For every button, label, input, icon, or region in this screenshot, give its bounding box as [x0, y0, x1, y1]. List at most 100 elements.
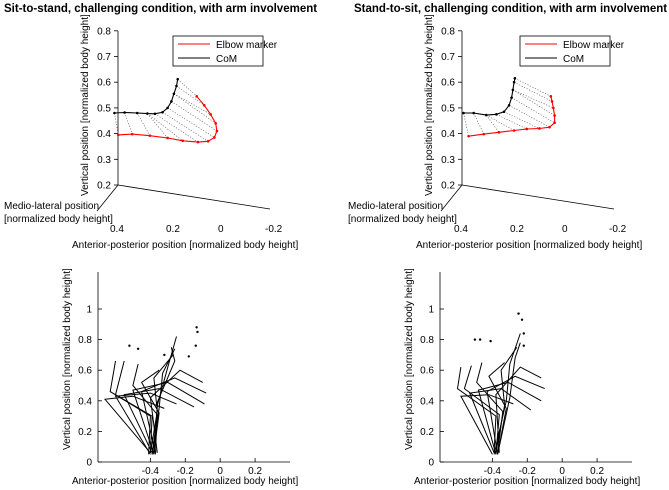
marker-dot: [195, 326, 198, 329]
stick-segment: [104, 395, 165, 454]
chart-title: Stand-to-sit, challenging condition, wit…: [354, 3, 667, 15]
stick-segment: [155, 347, 176, 453]
elbow-marker-point: [214, 122, 217, 125]
elbow-marker-point: [550, 100, 554, 103]
marker-dot: [478, 338, 482, 341]
elbow-marker-point: [548, 125, 551, 129]
z-tick-label: 0.2: [441, 181, 455, 192]
elbow-marker-point: [512, 129, 516, 132]
y-tick-label: 1: [428, 305, 434, 316]
elbow-marker-point: [209, 113, 212, 116]
elbow-marker-point: [552, 106, 555, 110]
elbow-marker-point: [196, 140, 200, 144]
elbow-marker-point: [549, 95, 553, 98]
z-tick-label: 0.6: [441, 78, 455, 89]
y-tick-label: 1: [86, 305, 92, 316]
y-tick-label: 0.4: [420, 396, 434, 407]
stick-segment: [114, 392, 177, 455]
elbow-marker-line: [118, 95, 218, 143]
stick-segment: [132, 381, 205, 455]
z-tick-label: 0.4: [441, 129, 455, 140]
com-point: [166, 106, 169, 110]
com-point: [175, 84, 178, 88]
panel-top-left: Sit-to-stand, challenging condition, wit…: [4, 3, 317, 251]
elbow-marker-point: [553, 114, 556, 117]
connect-line: [162, 112, 209, 142]
marker-dot: [194, 344, 197, 347]
connect-line: [514, 78, 551, 97]
marker-dot: [196, 330, 199, 334]
marker-dot: [522, 344, 525, 347]
back-floor-line: [117, 184, 271, 210]
z-tick-label: 0.3: [97, 155, 111, 166]
panel-bottom-left: 0 0.2 0.4 0.6 0.8 1 -0.4 -0.2 0 0.2 Anterior-pos…: [62, 268, 298, 487]
x-axis-ticks: -0.4 -0.2 0 0.2: [484, 458, 604, 477]
stick-figure-segments: [456, 333, 545, 455]
z-tick-label: 0.6: [97, 78, 111, 89]
elbow-marker-point: [525, 127, 529, 131]
x-tick-label: -0.4: [142, 466, 160, 477]
elbow-marker-point: [166, 136, 169, 140]
elbow-marker-point: [195, 95, 198, 98]
stick-segment: [114, 360, 153, 453]
stick-segment: [495, 366, 542, 453]
com-point: [153, 112, 157, 116]
z-axis-ticks: 0.2 0.3 0.4 0.5 0.6 0.7 0.8: [97, 26, 118, 192]
x-axis-label: Anterior-posterior position [normalized …: [72, 476, 298, 487]
stick-segment: [149, 369, 203, 453]
z-tick-label: 0.8: [97, 26, 111, 37]
connect-line: [177, 78, 197, 97]
elbow-marker-point: [116, 133, 120, 137]
y-axis-label-line1: Medio-lateral position: [4, 201, 99, 212]
marker-dots: [128, 326, 199, 358]
marker-dot: [517, 312, 520, 315]
y-axis-label: Vertical position [normalized body heigh…: [62, 268, 73, 450]
legend-label-com: CoM: [563, 54, 584, 65]
connect-line: [124, 112, 133, 135]
connect-line: [511, 97, 555, 124]
y-tick-label: 0.8: [78, 335, 92, 346]
legend-label-elbow: Elbow marker: [563, 40, 625, 51]
stick-segment: [468, 388, 532, 453]
x-tick-label: 0: [562, 224, 568, 235]
back-floor-line: [461, 184, 615, 210]
y-axis-ticks: 0 0.2 0.4 0.6 0.8 1: [78, 305, 102, 469]
x-axis-label: Anterior-posterior position [normalized …: [416, 240, 642, 251]
x-tick-label: 0: [217, 466, 223, 477]
z-axis-ticks: 0.2 0.3 0.4 0.5 0.6 0.7 0.8: [441, 26, 462, 192]
connect-line: [136, 112, 151, 136]
connect-line: [154, 113, 199, 143]
x-tick-label: -0.2: [609, 224, 627, 235]
z-tick-label: 0.7: [97, 52, 111, 63]
elbow-marker-point: [202, 104, 206, 107]
legend: Elbow marker CoM: [519, 35, 625, 67]
connect-line: [463, 112, 469, 137]
z-axis-label: Vertical position [normalized body heigh…: [424, 14, 435, 196]
connect-line: [147, 113, 183, 142]
connect-line: [512, 89, 555, 116]
marker-dot: [128, 344, 131, 347]
y-tick-label: 0.6: [78, 366, 92, 377]
y-tick-label: 0.2: [420, 427, 434, 438]
com-point: [176, 77, 180, 81]
x-axis-label: Anterior-posterior position [normalized …: [414, 476, 640, 487]
x-tick-label: -0.2: [265, 224, 283, 235]
x-tick-label: 0.2: [166, 224, 180, 235]
y-axis-label-line2: [normalized body height]: [4, 214, 113, 225]
marker-dot: [163, 353, 166, 357]
y-axis-label-line1: Medio-lateral position: [348, 201, 443, 212]
series-group: [113, 77, 219, 144]
y-tick-label: 0.2: [78, 427, 92, 438]
stick-segment: [460, 394, 514, 455]
stick-segment: [123, 388, 195, 454]
z-tick-label: 0.7: [441, 52, 455, 63]
x-tick-label: 0.4: [454, 224, 468, 235]
elbow-marker-line: [468, 96, 556, 137]
y-tick-label: 0: [428, 458, 434, 469]
stick-segment: [456, 367, 497, 453]
y-axis-ticks: 0 0.2 0.4 0.6 0.8 1: [420, 305, 444, 469]
connect-line: [147, 113, 168, 139]
connect-line: [114, 112, 119, 135]
elbow-marker-point: [181, 139, 185, 143]
